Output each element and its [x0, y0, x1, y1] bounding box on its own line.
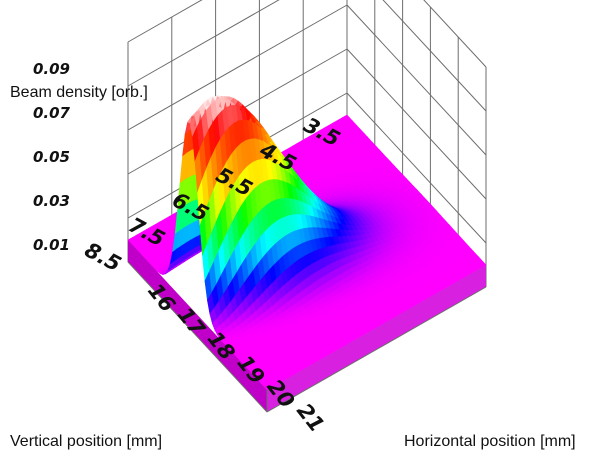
surface-side-right [267, 265, 486, 412]
front-grid-edges [127, 261, 487, 413]
z-tick-label: 0.09 [33, 60, 70, 78]
floor-edge-front [127, 261, 268, 413]
grid-line [346, 92, 487, 244]
z-tick-label: 0.01 [33, 236, 70, 254]
grid-line [346, 4, 487, 156]
z-tick-label: 0.05 [33, 148, 70, 166]
grid-line [423, 0, 487, 68]
density-surface [127, 95, 487, 412]
grid-line [127, 4, 348, 131]
grid-line [382, 0, 487, 112]
y-tick-label: 8.5 [81, 238, 125, 277]
z-axis-label: Beam density [orb.] [10, 84, 148, 101]
grid-line [127, 0, 280, 87]
y-axis-label: Vertical position [mm] [10, 433, 162, 450]
grid-line [127, 0, 203, 43]
z-tick-label: 0.03 [33, 192, 70, 210]
x-axis-label: Horizontal position [mm] [404, 433, 576, 450]
floor-edge-right [266, 286, 487, 413]
grid-line [346, 48, 487, 200]
surface-side-front [128, 240, 267, 412]
z-tick-label: 0.07 [33, 104, 71, 122]
x-tick-label: 21 [292, 399, 329, 437]
